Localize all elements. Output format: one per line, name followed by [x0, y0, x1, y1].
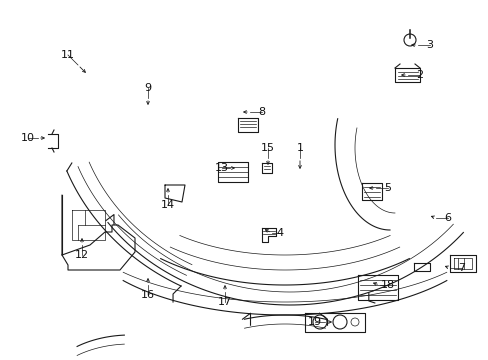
Text: 12: 12 — [75, 250, 89, 260]
Text: 15: 15 — [261, 143, 274, 153]
Text: 17: 17 — [218, 297, 232, 307]
Text: 19: 19 — [307, 317, 322, 327]
Text: 9: 9 — [144, 83, 151, 93]
Text: 14: 14 — [161, 200, 175, 210]
Text: 7: 7 — [458, 263, 465, 273]
Text: 16: 16 — [141, 290, 155, 300]
Text: 13: 13 — [215, 163, 228, 173]
Text: 6: 6 — [444, 213, 450, 223]
Text: 11: 11 — [61, 50, 75, 60]
Text: 18: 18 — [380, 280, 394, 290]
Text: 10: 10 — [21, 133, 35, 143]
Text: 1: 1 — [296, 143, 303, 153]
Text: 5: 5 — [384, 183, 391, 193]
Text: 4: 4 — [276, 228, 283, 238]
Text: 3: 3 — [426, 40, 433, 50]
Text: 8: 8 — [258, 107, 265, 117]
Text: 2: 2 — [416, 70, 423, 80]
